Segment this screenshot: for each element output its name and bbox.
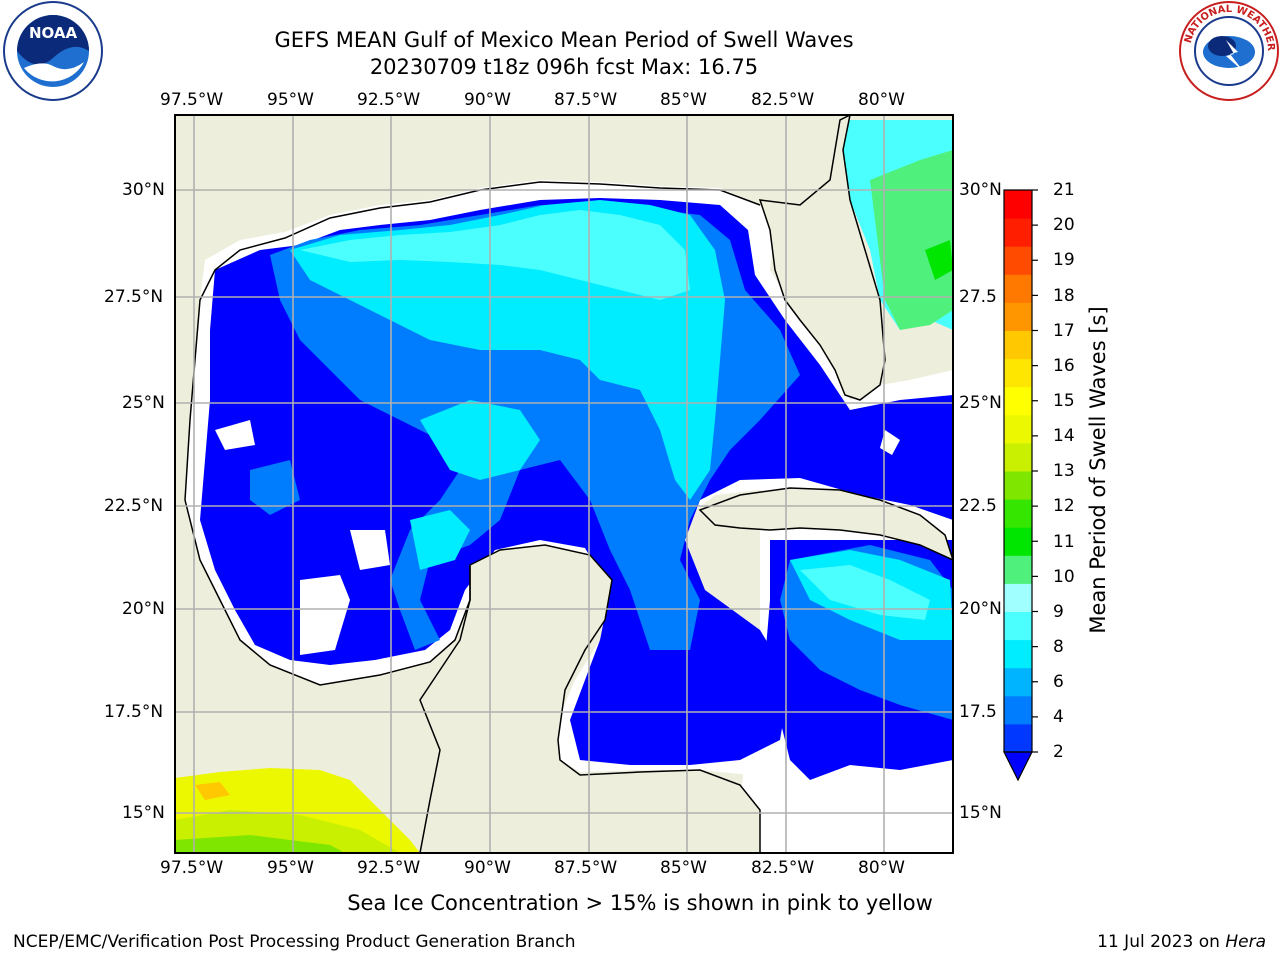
sea-ice-note: Sea Ice Concentration > 15% is shown in … (347, 891, 933, 915)
colorbar-segment (1004, 442, 1032, 472)
colorbar-segment (1004, 218, 1032, 247)
colorbar-segment (1004, 414, 1032, 444)
colorbar-segment (1004, 302, 1032, 331)
lon-label-bottom: 95°W (267, 858, 314, 878)
colorbar-tick: 19 (1053, 250, 1075, 270)
lon-label-top: 97.5°W (160, 90, 224, 110)
lat-label-left: 15°N (122, 803, 165, 823)
footer-date: 11 Jul 2023 on Hera (1097, 932, 1266, 952)
lon-label-bottom: 92.5°W (357, 858, 421, 878)
lon-label-top: 80°W (858, 90, 905, 110)
colorbar-segment (1004, 471, 1032, 500)
colorbar-tick: 15 (1053, 391, 1075, 411)
colorbar-segment (1004, 190, 1032, 219)
colorbar-segment (1004, 555, 1032, 584)
lat-label-left: 17.5°N (104, 702, 164, 722)
colorbar-segment (1004, 499, 1032, 528)
florida (758, 115, 886, 401)
colorbar-tick: 17 (1053, 321, 1075, 341)
lat-label-right: 27.5 (959, 287, 997, 307)
swell-8-9s (300, 210, 690, 300)
lat-label-left: 25°N (122, 393, 165, 413)
lon-label-bottom: 80°W (858, 858, 905, 878)
lat-label-right: 20°N (959, 599, 1002, 619)
lon-label-top: 95°W (267, 90, 314, 110)
colorbar-segment (1004, 386, 1032, 416)
footer-credit: NCEP/EMC/Verification Post Processing Pr… (13, 932, 576, 952)
nws-logo: NATIONAL WEATHER SERVICE (1178, 0, 1279, 101)
colorbar-tick: 9 (1053, 602, 1064, 622)
colorbar-segment (1004, 639, 1032, 669)
lon-label-bottom: 97.5°W (160, 858, 224, 878)
lat-label-right: 17.5 (959, 702, 997, 722)
noaa-logo-text: NOAA (29, 24, 78, 42)
chart-title: GEFS MEAN Gulf of Mexico Mean Period of … (274, 28, 854, 52)
colorbar-tick: 12 (1053, 496, 1075, 516)
lon-label-bottom: 85°W (660, 858, 707, 878)
lon-label-top: 92.5°W (357, 90, 421, 110)
colorbar-segment (1004, 246, 1032, 275)
lon-label-bottom: 82.5°W (751, 858, 815, 878)
lon-label-top: 82.5°W (751, 90, 815, 110)
colorbar-tick: 8 (1053, 637, 1064, 657)
lat-label-left: 27.5°N (104, 287, 164, 307)
lat-label-left: 20°N (122, 599, 165, 619)
colorbar-segment (1004, 667, 1032, 697)
colorbar-segment (1004, 583, 1032, 612)
colorbar-segment (1004, 330, 1032, 360)
map-frame (174, 114, 954, 854)
lon-label-top: 90°W (464, 90, 511, 110)
colorbar-segment (1004, 527, 1032, 556)
footer-machine: Hera (1225, 932, 1266, 952)
lat-label-right: 30°N (959, 180, 1002, 200)
colorbar-tick: 2 (1053, 742, 1064, 762)
footer-date-text: 11 Jul 2023 on (1097, 932, 1226, 952)
lat-label-right: 15°N (959, 803, 1002, 823)
lat-label-right: 25°N (959, 393, 1002, 413)
yucatan (419, 544, 761, 853)
chart-subtitle: 20230709 t18z 096h fcst Max: 16.75 (369, 55, 759, 79)
colorbar (1003, 189, 1038, 782)
colorbar-extend-arrow (1003, 751, 1033, 782)
colorbar-tick: 14 (1053, 426, 1075, 446)
lon-label-top: 85°W (660, 90, 707, 110)
lat-label-left: 22.5°N (104, 496, 164, 516)
lat-label-left: 30°N (122, 180, 165, 200)
grid (175, 115, 953, 853)
colorbar-tick: 21 (1053, 180, 1075, 200)
colorbar-tick: 13 (1053, 461, 1075, 481)
lon-label-bottom: 87.5°W (554, 858, 618, 878)
colorbar-segment (1004, 695, 1032, 725)
swell-9-10s (870, 150, 953, 330)
colorbar-tick: 11 (1053, 532, 1075, 552)
colorbar-tick: 6 (1053, 672, 1064, 692)
lon-label-bottom: 90°W (464, 858, 511, 878)
noaa-logo: NOAA (3, 1, 103, 101)
colorbar-segment (1004, 274, 1032, 303)
lat-label-right: 22.5 (959, 496, 997, 516)
colorbar-segment (1004, 358, 1032, 388)
colorbar-segment (1004, 611, 1032, 641)
colorbar-segment (1004, 723, 1032, 753)
colorbar-tick: 4 (1053, 707, 1064, 727)
colorbar-tick: 20 (1053, 215, 1075, 235)
colorbar-tick: 10 (1053, 567, 1075, 587)
colorbar-tick: 16 (1053, 356, 1075, 376)
lon-label-top: 87.5°W (554, 90, 618, 110)
colorbar-tick: 18 (1053, 286, 1075, 306)
colorbar-label: Mean Period of Swell Waves [s] (1086, 306, 1110, 634)
